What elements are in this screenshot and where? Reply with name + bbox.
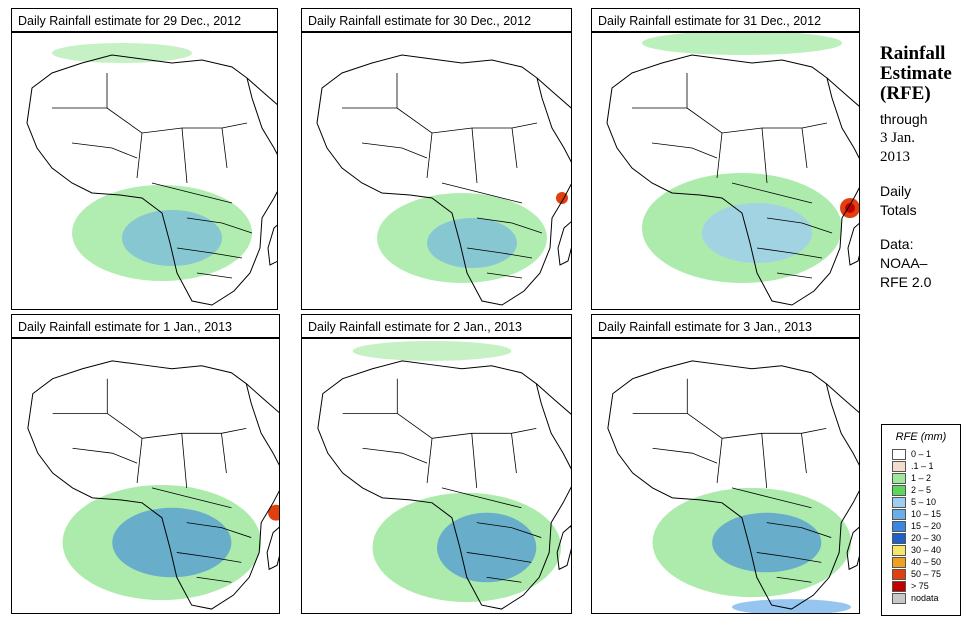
legend-label: 20 – 30 <box>911 533 942 543</box>
source-line-1: NOAA– <box>880 255 928 271</box>
daily-label: Daily <box>880 183 912 199</box>
legend-swatch <box>892 580 906 592</box>
legend-row: 30 – 40 <box>892 544 960 556</box>
legend-swatch <box>892 484 906 496</box>
legend-swatch <box>892 460 906 472</box>
legend-row: 40 – 50 <box>892 556 960 568</box>
legend-label: nodata <box>911 593 939 603</box>
legend-row: > 75 <box>892 580 960 592</box>
source-line-2: RFE 2.0 <box>880 274 932 290</box>
legend-label: .1 – 1 <box>911 461 934 471</box>
legend-label: 30 – 40 <box>911 545 942 555</box>
legend-label: 5 – 10 <box>911 497 937 507</box>
rainfall-map <box>301 32 572 310</box>
legend-row: 15 – 20 <box>892 520 960 532</box>
rainfall-map <box>591 32 860 310</box>
legend-label: 2 – 5 <box>911 485 932 495</box>
legend-row: 10 – 15 <box>892 508 960 520</box>
legend: RFE (mm) 0 – 1 .1 – 1 1 – 2 2 – 5 5 – 10 10 –… <box>881 424 961 616</box>
legend-label: 10 – 15 <box>911 509 942 519</box>
rainfall-map <box>11 338 280 614</box>
legend-title: RFE (mm) <box>895 431 947 443</box>
legend-label: 15 – 20 <box>911 521 942 531</box>
legend-swatch <box>892 496 906 508</box>
panel-title: Daily Rainfall estimate for 1 Jan., 2013 <box>11 314 280 338</box>
rainfall-map <box>591 338 860 614</box>
legend-row: nodata <box>892 592 960 604</box>
legend-label: > 75 <box>911 581 929 591</box>
legend-label: 40 – 50 <box>911 557 942 567</box>
date-line-1: 3 Jan. <box>880 130 915 146</box>
legend-swatch <box>892 568 906 580</box>
legend-swatch <box>892 448 906 460</box>
legend-row: 1 – 2 <box>892 472 960 484</box>
legend-row: .1 – 1 <box>892 460 960 472</box>
date-line-2: 2013 <box>880 149 910 165</box>
legend-label: 1 – 2 <box>911 473 932 483</box>
legend-swatch <box>892 472 906 484</box>
legend-swatch <box>892 592 906 604</box>
panel-title: Daily Rainfall estimate for 31 Dec., 201… <box>591 8 860 32</box>
legend-row: 0 – 1 <box>892 448 960 460</box>
totals-label: Totals <box>880 202 917 218</box>
panel-title: Daily Rainfall estimate for 2 Jan., 2013 <box>301 314 572 338</box>
through-label: through <box>880 111 928 127</box>
sidebar: Rainfall Estimate (RFE) through 3 Jan. 2… <box>880 44 964 292</box>
panel-title: Daily Rainfall estimate for 30 Dec., 201… <box>301 8 572 32</box>
legend-label: 50 – 75 <box>911 569 942 579</box>
legend-swatch <box>892 544 906 556</box>
legend-swatch <box>892 520 906 532</box>
legend-swatch <box>892 556 906 568</box>
title-line-3: (RFE) <box>880 83 931 104</box>
legend-swatch <box>892 508 906 520</box>
legend-swatch <box>892 532 906 544</box>
title-line-1: Rainfall <box>880 43 946 64</box>
rainfall-map <box>301 338 572 614</box>
title-line-2: Estimate <box>880 63 952 84</box>
legend-row: 50 – 75 <box>892 568 960 580</box>
legend-row: 20 – 30 <box>892 532 960 544</box>
legend-row: 2 – 5 <box>892 484 960 496</box>
legend-label: 0 – 1 <box>911 449 932 459</box>
data-label: Data: <box>880 236 914 252</box>
rainfall-map <box>11 32 278 310</box>
panel-title: Daily Rainfall estimate for 3 Jan., 2013 <box>591 314 860 338</box>
legend-row: 5 – 10 <box>892 496 960 508</box>
panel-title: Daily Rainfall estimate for 29 Dec., 201… <box>11 8 278 32</box>
